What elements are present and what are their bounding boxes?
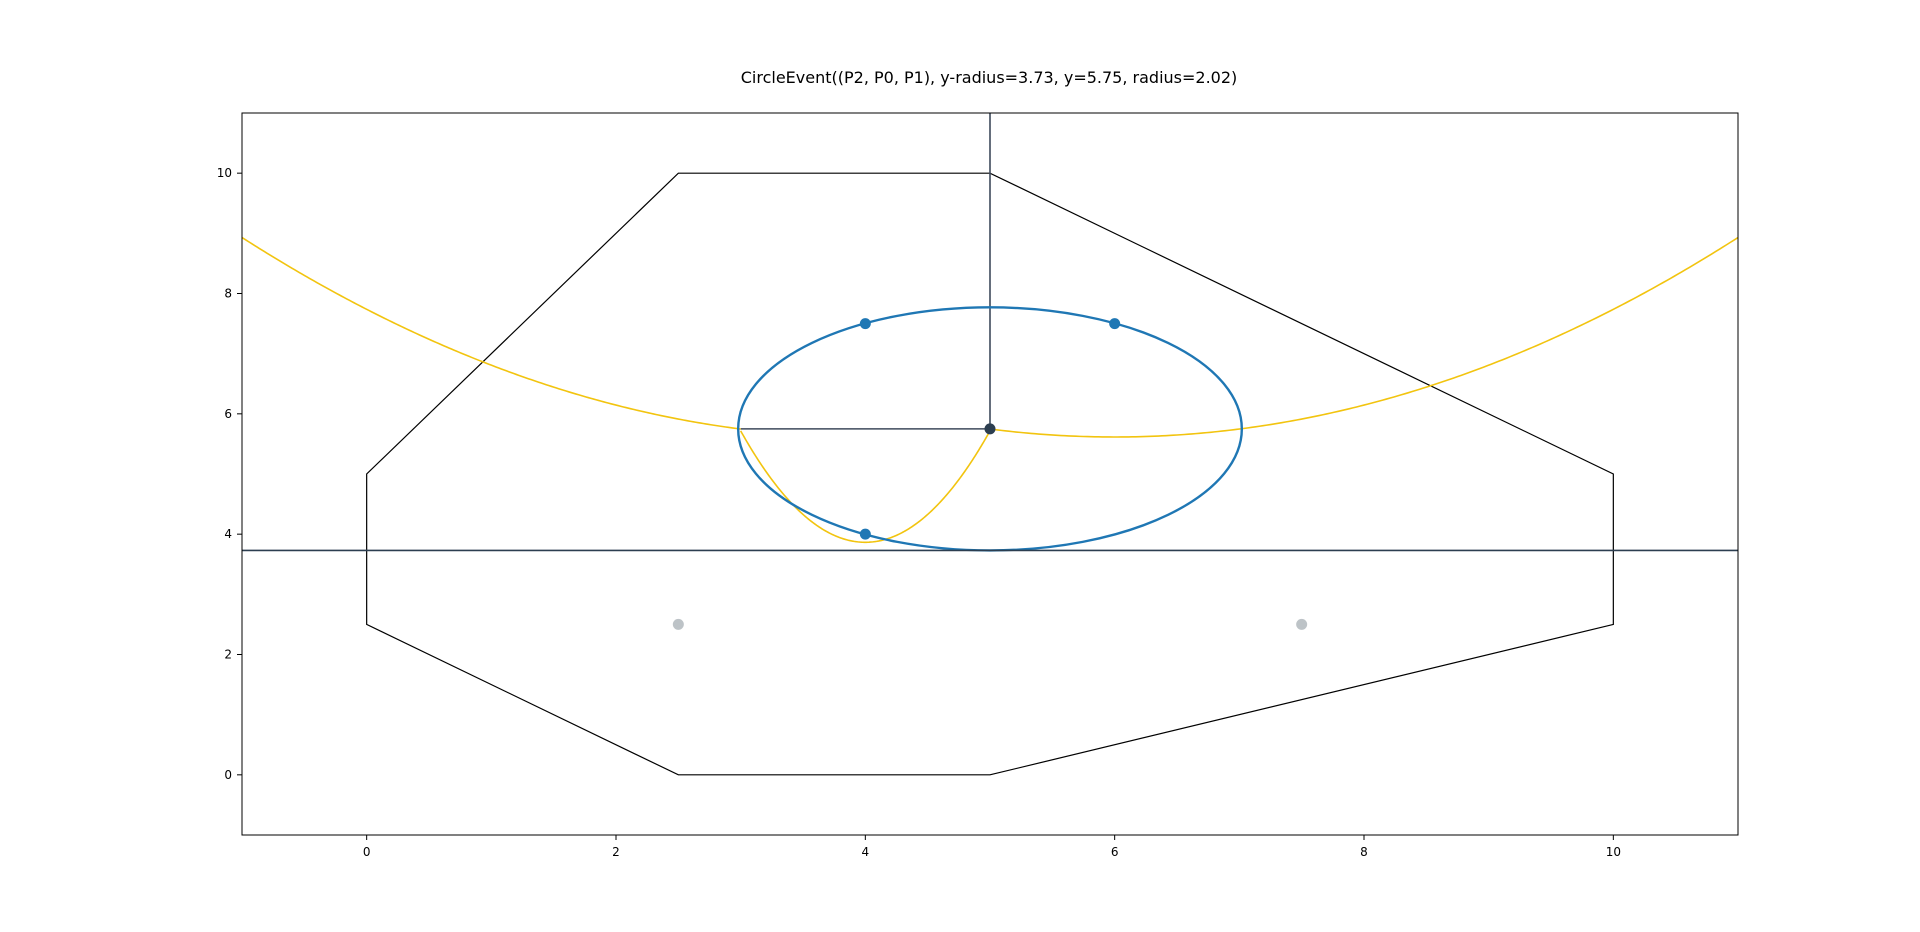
x-tick-label-4: 8 (1360, 845, 1368, 859)
circle-center-point (984, 423, 996, 435)
x-tick-label-5: 10 (1606, 845, 1621, 859)
x-tick-label-1: 2 (612, 845, 620, 859)
site-point-1 (1109, 318, 1121, 330)
inactive-site-point-1 (1296, 618, 1308, 630)
x-tick-label-3: 6 (1111, 845, 1119, 859)
axis-ticks: 0 2 4 6 8 10 0 2 4 6 8 10 (217, 166, 1621, 859)
x-tick-label-2: 4 (862, 845, 870, 859)
axes-frame (241, 112, 1739, 836)
beachline-arc-2 (989, 236, 1738, 438)
plot-area (242, 113, 1738, 776)
inactive-site-point-0 (672, 618, 684, 630)
bounding-polygon (366, 172, 1614, 776)
y-tick-label-4: 8 (224, 287, 232, 301)
y-tick-label-0: 0 (224, 768, 232, 782)
beachline-arc-1 (739, 430, 991, 544)
chart-title: CircleEvent((P2, P0, P1), y-radius=3.73,… (741, 68, 1238, 87)
site-point-0 (859, 318, 871, 330)
y-tick-label-3: 6 (224, 407, 232, 421)
y-tick-label-5: 10 (217, 166, 232, 180)
y-tick-label-2: 4 (224, 527, 232, 541)
x-tick-label-0: 0 (363, 845, 371, 859)
site-point-2 (859, 528, 871, 540)
y-tick-label-1: 2 (224, 648, 232, 662)
beachline-arc-0 (242, 236, 741, 430)
